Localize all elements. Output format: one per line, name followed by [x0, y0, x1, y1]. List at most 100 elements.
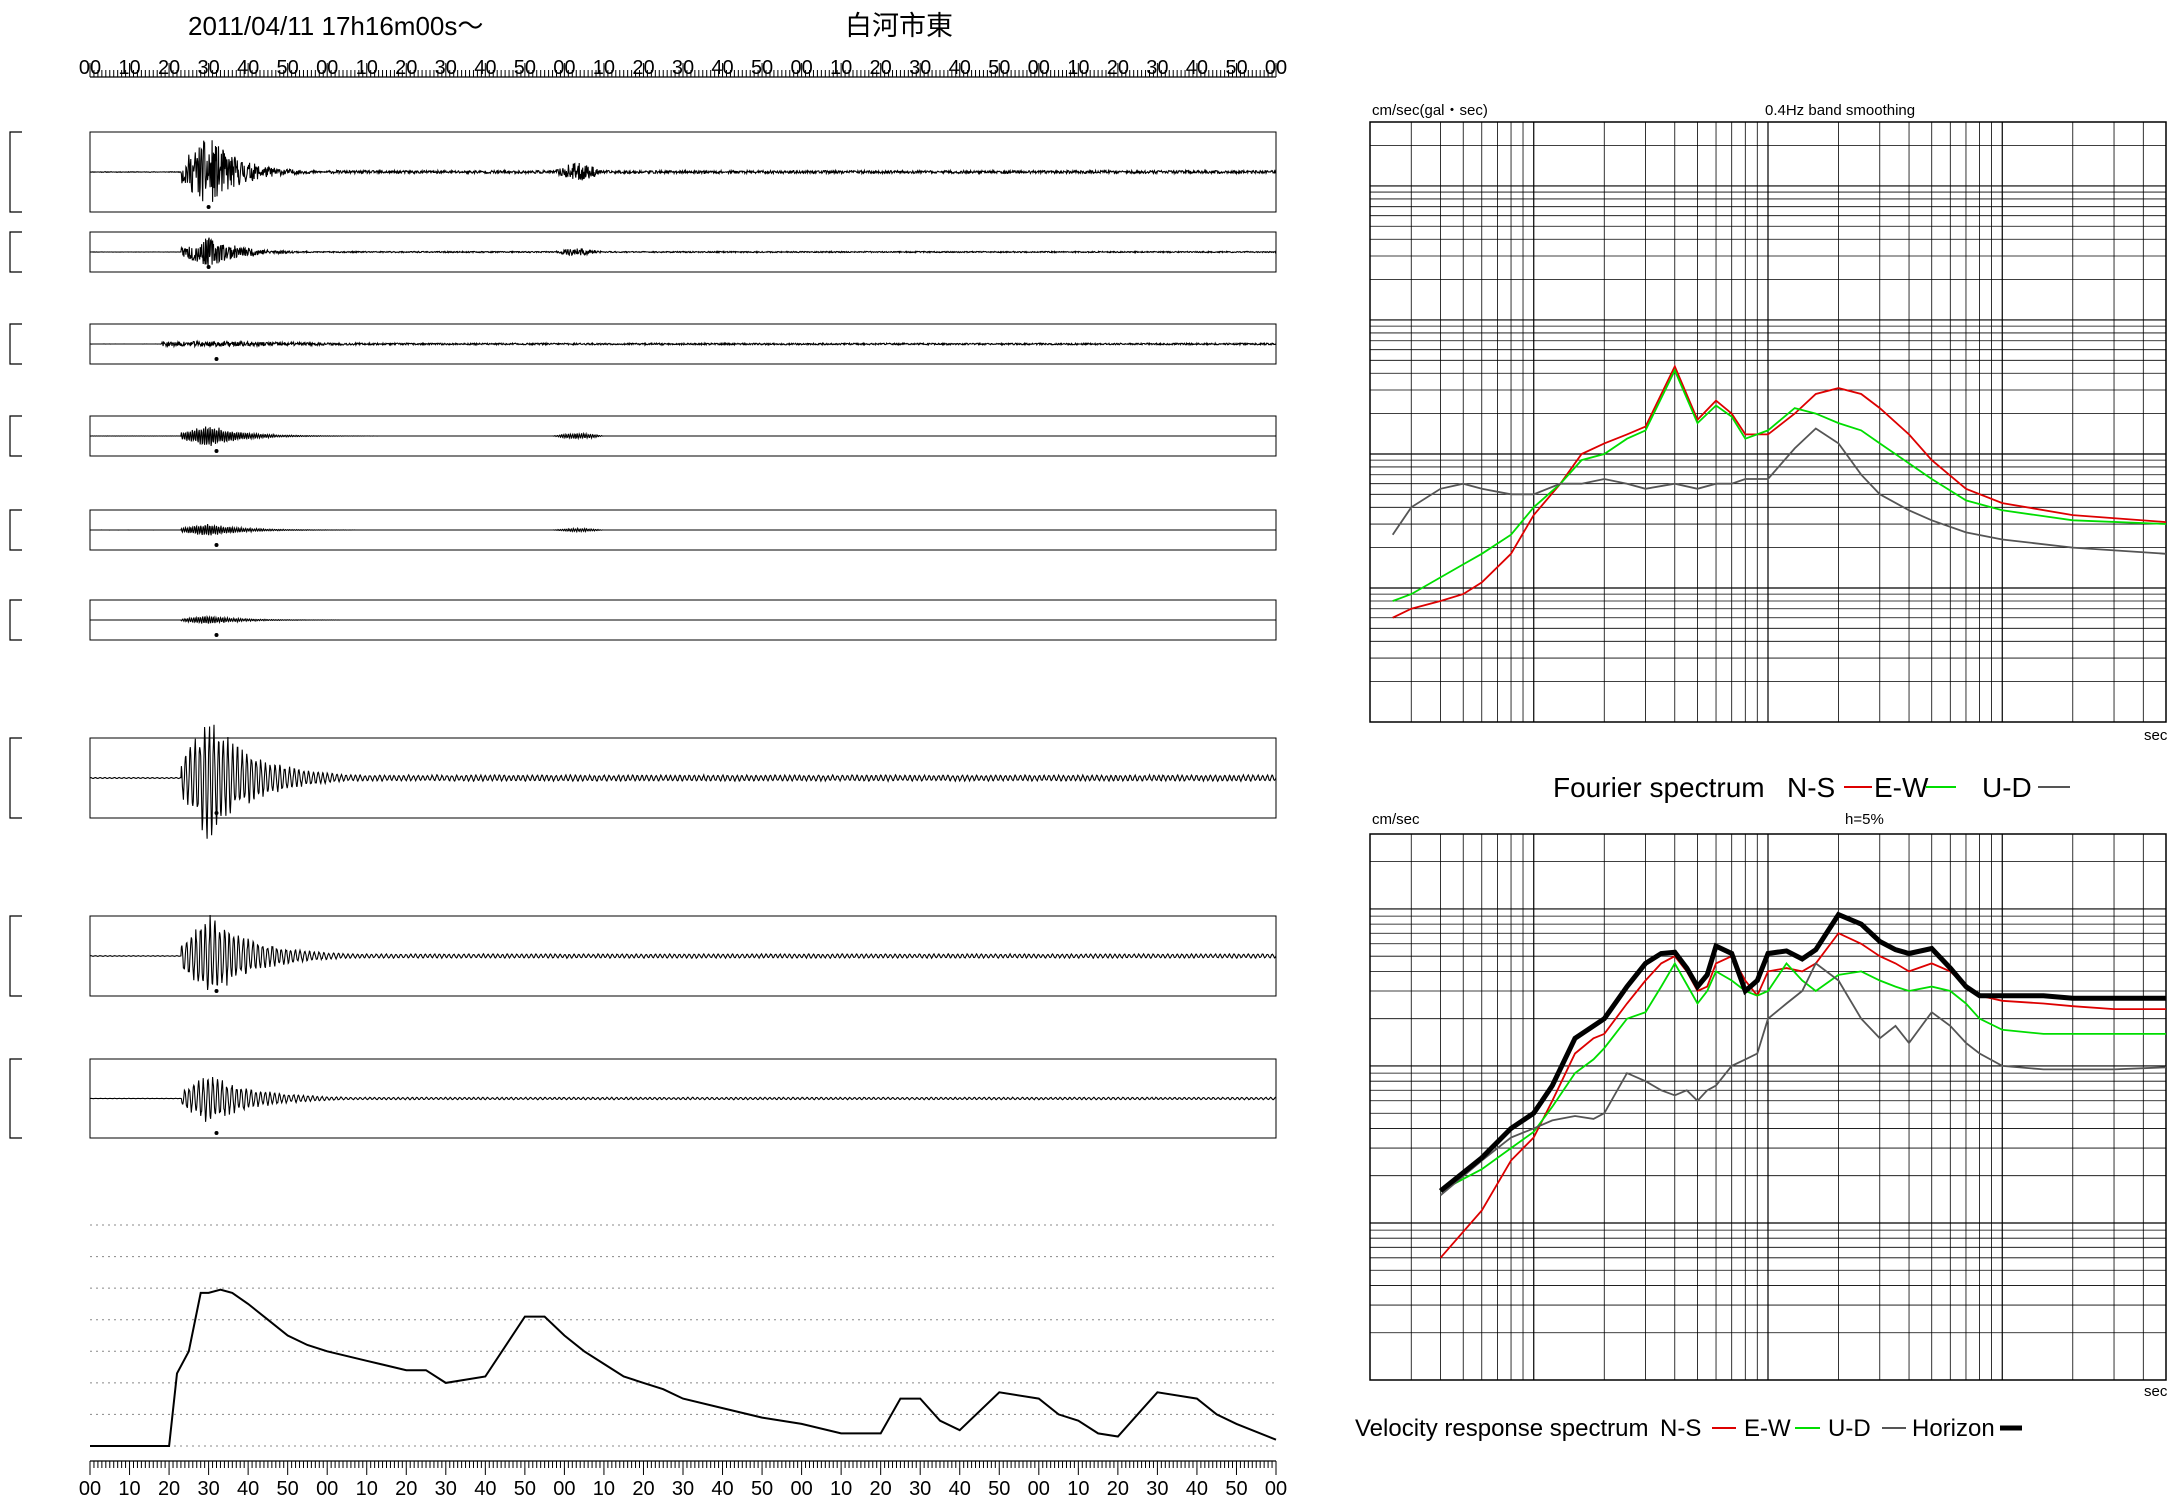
fourier-legend-ud: U-D [1982, 772, 2032, 803]
fourier-x-unit: sec [2144, 727, 2168, 744]
fourier-spectrum-chart [1369, 121, 2167, 723]
trace-scale-bracket [9, 415, 22, 457]
trace-waveform [90, 523, 1276, 536]
trace-2 [9, 323, 1277, 365]
fourier-legend: Fourier spectrum N-S E-W U-D [1553, 772, 2070, 803]
trace-0 [9, 131, 1277, 213]
ruler-tick-label: 20 [632, 57, 654, 79]
ruler-tick-label: 30 [435, 57, 457, 79]
ruler-tick-label: 40 [711, 1478, 733, 1500]
ruler-tick-label: 40 [1186, 57, 1208, 79]
ruler-tick-label: 00 [790, 57, 812, 79]
ruler-tick-label: 50 [277, 1478, 299, 1500]
trace-waveform [89, 914, 1277, 991]
trace-peak-marker [214, 989, 219, 993]
ruler-tick-label: 40 [474, 1478, 496, 1500]
ruler-tick-label: 30 [1146, 57, 1168, 79]
trace-waveform [90, 724, 1277, 839]
fourier-series-ns [1392, 364, 2167, 619]
trace-waveform [90, 1076, 1277, 1122]
ruler-tick-label: 30 [909, 1478, 931, 1500]
velocity-series-ew [1440, 961, 2166, 1192]
trace-4 [9, 509, 1277, 551]
ruler-tick-label: 40 [949, 57, 971, 79]
trace-scale-bracket [9, 509, 22, 551]
trace-scale-bracket [9, 1058, 22, 1139]
trace-waveform [90, 339, 1277, 349]
ruler-tick-label: 40 [1186, 1478, 1208, 1500]
trace-peak-marker [214, 633, 219, 637]
ruler-tick-label: 20 [1107, 57, 1129, 79]
trace-6 [9, 724, 1277, 839]
ruler-tick-label: 00 [316, 1478, 338, 1500]
trace-1 [9, 231, 1277, 273]
trace-scale-bracket [9, 915, 22, 997]
station-name: 白河市東 [845, 11, 953, 42]
waveform-traces [9, 131, 1277, 1139]
ruler-tick-label: 40 [474, 57, 496, 79]
ruler-tick-label: 10 [1067, 57, 1089, 79]
record-datetime: 2011/04/11 17h16m00s〜 [188, 11, 483, 41]
trace-peak-marker [214, 543, 219, 547]
ruler-tick-label: 30 [672, 57, 694, 79]
trace-scale-bracket [9, 231, 22, 273]
ruler-tick-label: 30 [197, 57, 219, 79]
trace-waveform [89, 426, 1276, 447]
trace-peak-marker [214, 357, 219, 361]
ruler-tick-label: 30 [672, 1478, 694, 1500]
fourier-series-ew [1392, 368, 2167, 602]
ruler-tick-label: 30 [435, 1478, 457, 1500]
trace-peak-marker [214, 1131, 219, 1135]
ruler-tick-label: 20 [158, 1478, 180, 1500]
trace-scale-bracket [9, 599, 22, 641]
ruler-tick-label: 50 [988, 57, 1010, 79]
ruler-tick-label: 30 [909, 57, 931, 79]
ruler-tick-label: 40 [237, 1478, 259, 1500]
velocity-series-horizon [1438, 911, 2166, 1193]
trace-scale-bracket [9, 737, 22, 819]
velocity-x-unit: sec [2144, 1383, 2168, 1400]
ruler-tick-label: 00 [553, 1478, 575, 1500]
velocity-legend-ud: U-D [1828, 1415, 1871, 1442]
trace-peak-marker [206, 205, 211, 209]
time-ruler-top: 00 10 20 30 40 50 00 10 20 30 40 50 00 10 20 30 40 50 00 10… [79, 57, 1287, 79]
intensity-series [90, 1288, 1277, 1447]
ruler-tick-label: 10 [830, 1478, 852, 1500]
trace-peak-marker [206, 265, 211, 269]
ruler-tick-label: 00 [553, 57, 575, 79]
ruler-tick-label: 20 [870, 1478, 892, 1500]
time-ruler-bottom: 00 10 20 30 40 50 00 10 20 30 40 50 00 10 20 30 40 50 00 10… [79, 1460, 1287, 1500]
ruler-tick-label: 00 [790, 1478, 812, 1500]
ruler-tick-label: 20 [870, 57, 892, 79]
trace-waveform [90, 140, 1277, 202]
fourier-smoothing-note: 0.4Hz band smoothing [1765, 102, 1915, 119]
ruler-tick-label: 00 [1265, 1478, 1287, 1500]
velocity-legend: Velocity response spectrum N-S E-W U-D H… [1355, 1415, 2022, 1442]
intensity-chart [90, 1224, 1277, 1447]
fourier-caption: Fourier spectrum [1553, 772, 1765, 803]
trace-waveform [90, 614, 1276, 625]
ruler-tick-label: 10 [118, 57, 140, 79]
velocity-damping-note: h=5% [1845, 811, 1884, 828]
ruler-tick-label: 50 [514, 57, 536, 79]
ruler-tick-label: 00 [1265, 57, 1287, 79]
ruler-tick-label: 50 [514, 1478, 536, 1500]
ruler-tick-label: 10 [593, 57, 615, 79]
ruler-tick-label: 00 [79, 57, 101, 79]
velocity-series-ud [1439, 962, 2167, 1196]
velocity-legend-ew: E-W [1744, 1415, 1791, 1442]
ruler-tick-label: 40 [711, 57, 733, 79]
ruler-tick-label: 10 [356, 57, 378, 79]
trace-waveform [89, 237, 1277, 267]
ruler-tick-label: 20 [395, 57, 417, 79]
trace-5 [9, 599, 1277, 641]
velocity-response-chart [1369, 833, 2167, 1381]
trace-8 [9, 1058, 1277, 1139]
ruler-tick-label: 40 [237, 57, 259, 79]
trace-7 [9, 914, 1277, 997]
ruler-tick-label: 00 [1028, 1478, 1050, 1500]
ruler-tick-label: 50 [1225, 1478, 1247, 1500]
fourier-legend-ew: E-W [1874, 772, 1929, 803]
